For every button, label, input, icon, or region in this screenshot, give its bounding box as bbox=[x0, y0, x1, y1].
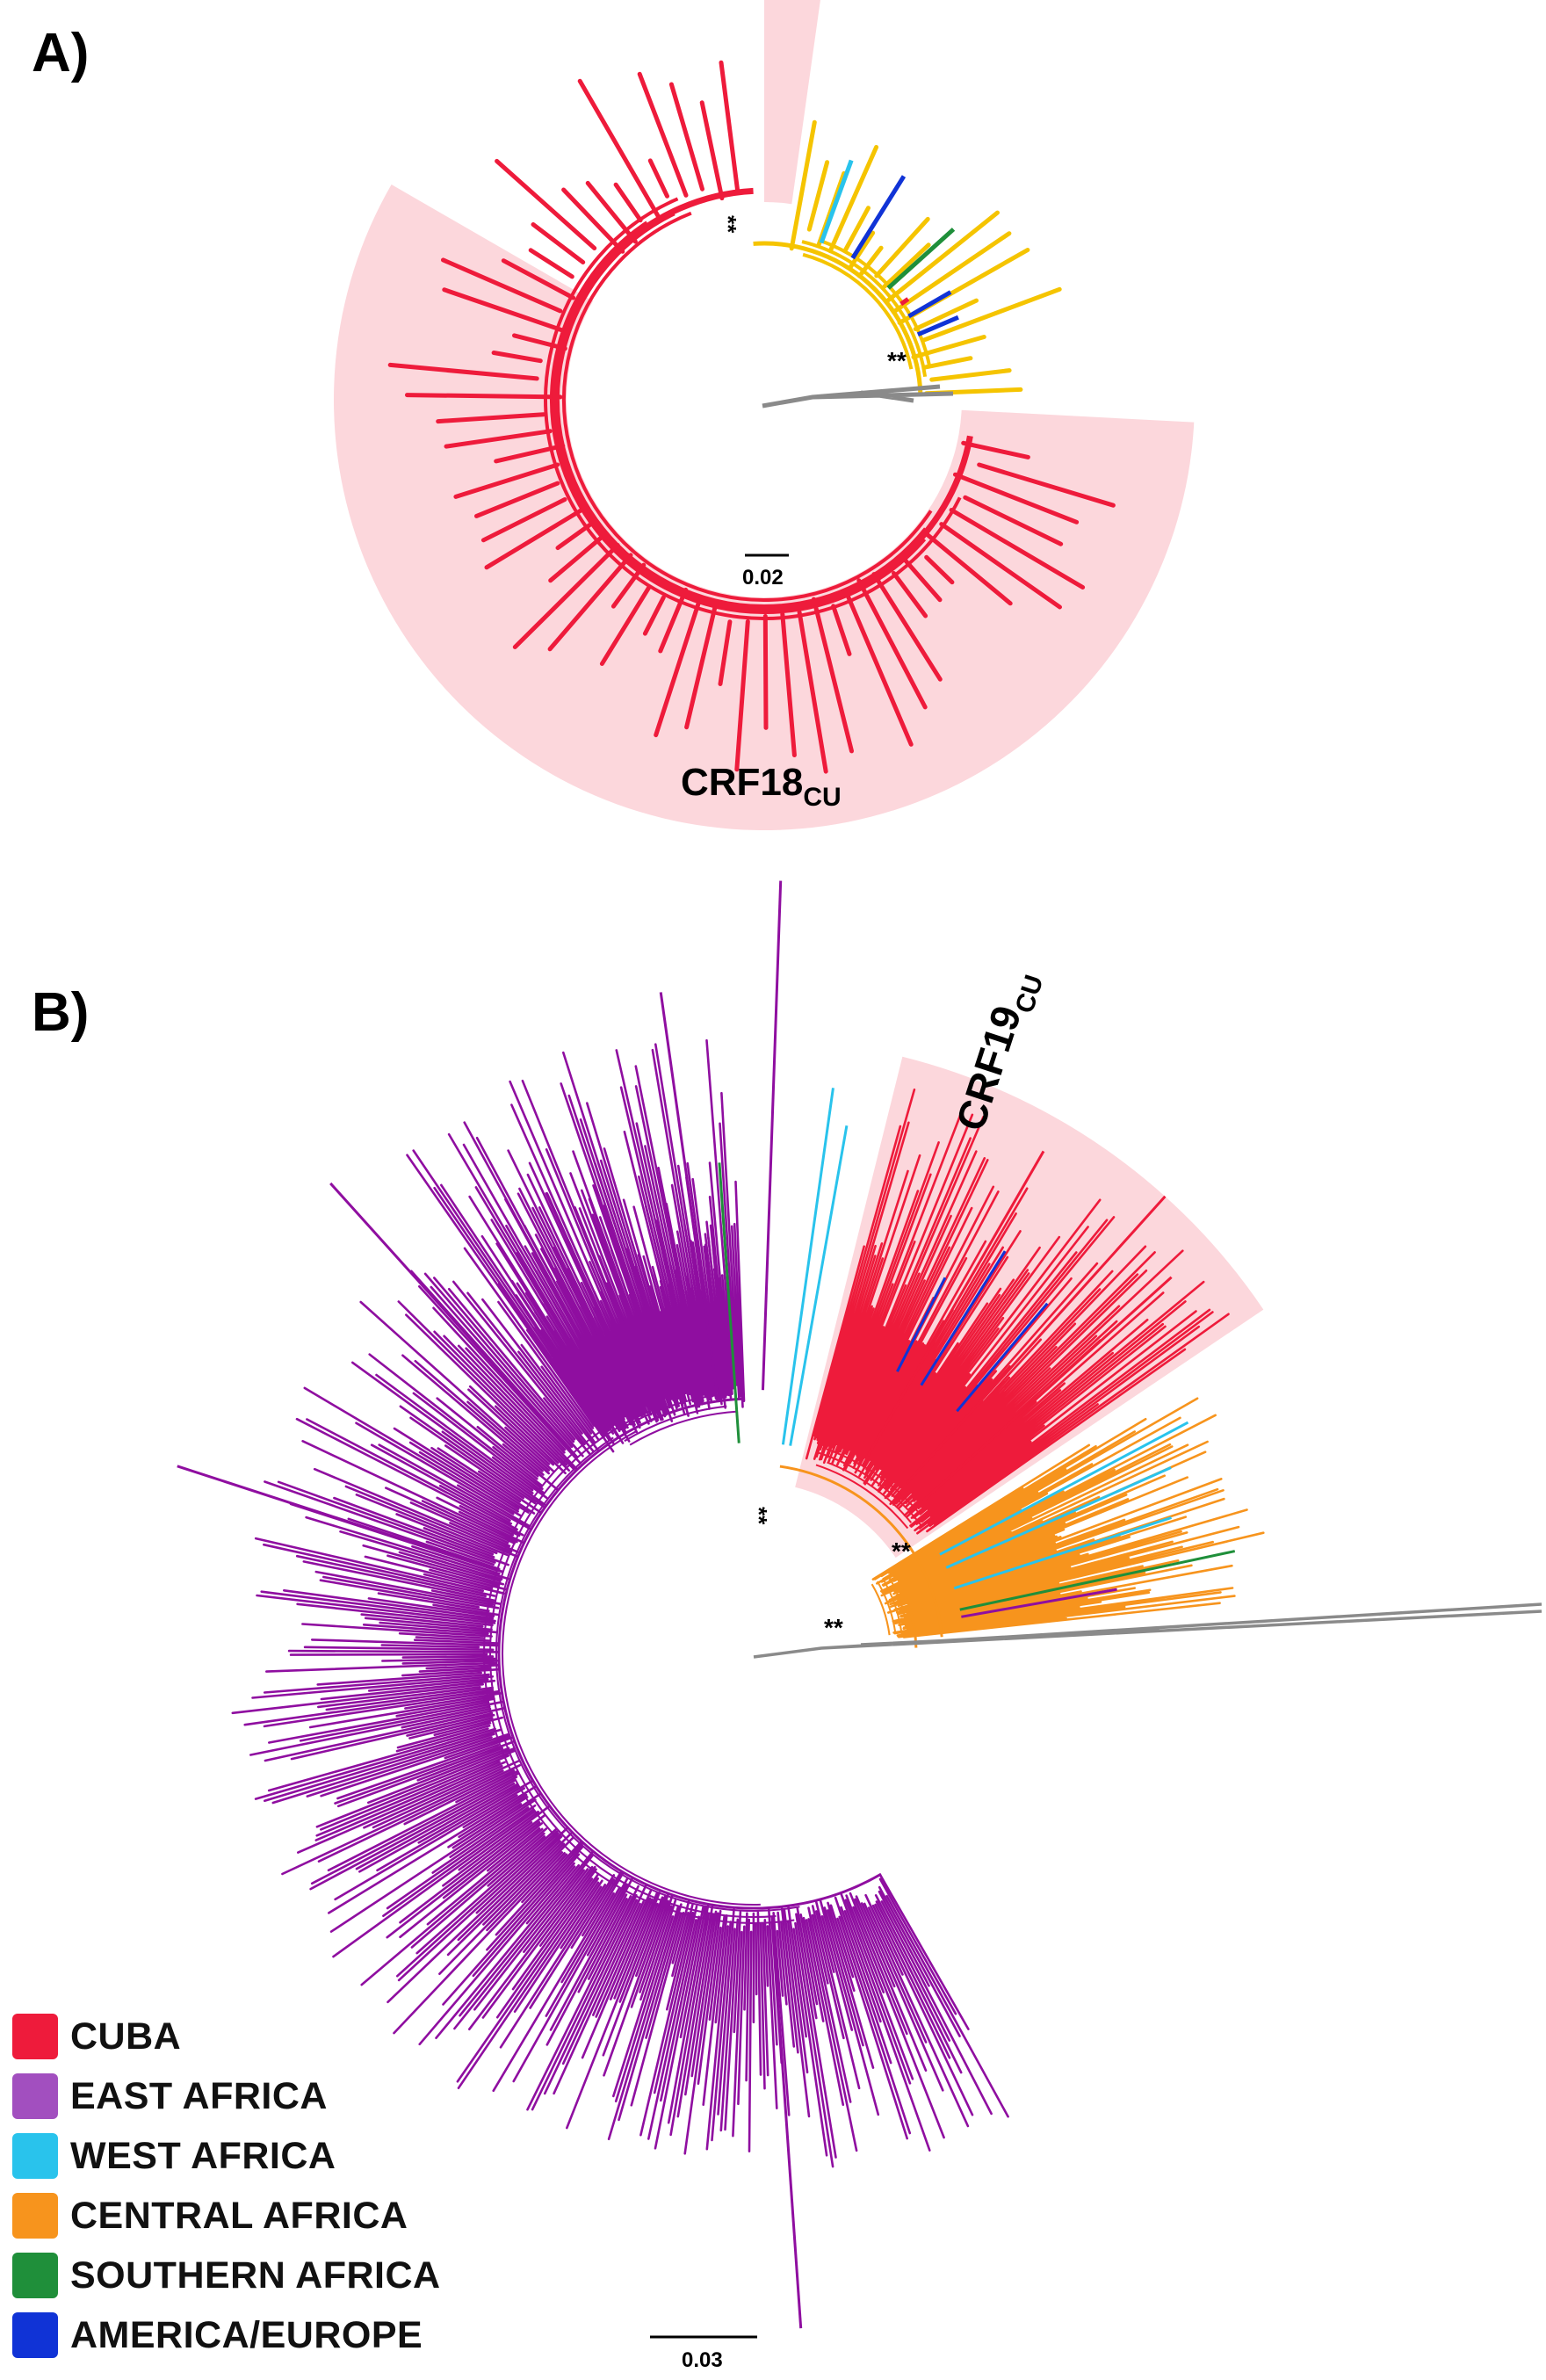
america-europe-branch bbox=[920, 1250, 1007, 1386]
mixed-branch-b bbox=[789, 1125, 849, 1446]
legend-swatch bbox=[12, 2133, 58, 2179]
support-mark-b3: ** bbox=[824, 1614, 843, 1641]
legend-label: SOUTHERN AFRICA bbox=[70, 2253, 441, 2297]
panel-a-tree: 0.02 ** ** CRF18CU bbox=[334, 0, 1256, 830]
crf19-label-sub: CU bbox=[1010, 972, 1050, 1016]
east-africa-spike bbox=[770, 1916, 803, 2329]
outgroup-branch-a bbox=[762, 384, 954, 409]
east-africa-spike bbox=[329, 1182, 579, 1459]
support-mark-a2: ** bbox=[887, 347, 907, 374]
accent-branch-a bbox=[886, 228, 956, 290]
cuba-branches-b bbox=[805, 1089, 1230, 1535]
east-africa-spike bbox=[177, 1465, 504, 1573]
legend: CUBA EAST AFRICA WEST AFRICA CENTRAL AFR… bbox=[12, 2007, 441, 2365]
mixed-branch-b bbox=[781, 1088, 834, 1445]
cuba-branches-a-path bbox=[387, 60, 1116, 774]
cuba-backbone-a bbox=[552, 187, 973, 612]
legend-swatch bbox=[12, 2253, 58, 2298]
east-africa-branches-top-path bbox=[406, 1038, 746, 1453]
east-africa-branches bbox=[231, 1162, 1009, 2168]
legend-item-east-africa: EAST AFRICA bbox=[12, 2066, 441, 2126]
legend-label: CENTRAL AFRICA bbox=[70, 2194, 408, 2237]
mixed-branch-b bbox=[959, 1550, 1236, 1611]
legend-label: WEST AFRICA bbox=[70, 2134, 336, 2177]
outgroup-branch-b bbox=[753, 1602, 1542, 1659]
cuba-branches-a bbox=[387, 60, 1116, 774]
cuba-spike bbox=[866, 1150, 1045, 1457]
accent-branch-a bbox=[850, 175, 907, 260]
legend-item-west-africa: WEST AFRICA bbox=[12, 2126, 441, 2186]
scale-label-a: 0.02 bbox=[742, 566, 784, 590]
crf18-label: CRF18CU bbox=[681, 761, 842, 812]
support-mark-b1: ** bbox=[746, 1507, 772, 1525]
cuba-spike bbox=[922, 1276, 1173, 1502]
east-africa-branches-top bbox=[406, 1038, 746, 1453]
panel-a-label: A) bbox=[32, 23, 90, 83]
america-europe-branch bbox=[956, 1302, 1049, 1413]
legend-swatch bbox=[12, 2312, 58, 2358]
accent-branch-a bbox=[899, 297, 910, 307]
legend-item-america-europe: AMERICA/EUROPE bbox=[12, 2305, 441, 2365]
yellow-backbone-a bbox=[753, 241, 923, 394]
panel-b-label: B) bbox=[32, 982, 90, 1043]
central-africa-branches-nodes bbox=[871, 1575, 909, 1636]
east-africa-backbone bbox=[497, 1397, 882, 1910]
legend-item-southern-africa: SOUTHERN AFRICA bbox=[12, 2246, 441, 2305]
legend-label: EAST AFRICA bbox=[70, 2074, 328, 2117]
central-africa-backbone bbox=[779, 1465, 943, 1638]
east-africa-branches-top-nodes bbox=[617, 1393, 736, 1446]
east-africa-spike bbox=[761, 880, 783, 1391]
mixed-branch-b bbox=[718, 1162, 740, 1443]
east-africa-spike bbox=[659, 992, 719, 1393]
accent-branch-a bbox=[907, 290, 952, 319]
legend-label: AMERICA/EUROPE bbox=[70, 2313, 423, 2356]
legend-item-cuba: CUBA bbox=[12, 2007, 441, 2066]
cuba-branches-b-nodes bbox=[815, 1446, 923, 1530]
mixed-branch-b bbox=[945, 1466, 1172, 1569]
legend-swatch bbox=[12, 2073, 58, 2119]
crf18-label-sub: CU bbox=[803, 783, 841, 812]
america-europe-branch bbox=[896, 1277, 947, 1372]
mixed-branch-b bbox=[939, 1421, 1189, 1556]
legend-swatch bbox=[12, 2014, 58, 2059]
support-mark-b2: ** bbox=[892, 1537, 911, 1565]
legend-label: CUBA bbox=[70, 2015, 182, 2058]
central-africa-branches bbox=[871, 1397, 1265, 1639]
scale-label-b: 0.03 bbox=[682, 2348, 723, 2372]
support-mark-a1: ** bbox=[715, 215, 741, 234]
mixed-branch-b bbox=[961, 1588, 1117, 1618]
legend-item-central-africa: CENTRAL AFRICA bbox=[12, 2186, 441, 2246]
east-africa-branches-nodes bbox=[483, 1399, 800, 1925]
crf18-gap bbox=[782, 0, 1256, 426]
cuba-spike bbox=[905, 1195, 1167, 1485]
mixed-branch-b bbox=[953, 1516, 1172, 1590]
central-africa-branches-path bbox=[871, 1397, 1265, 1639]
accent-branch-a bbox=[916, 315, 959, 337]
legend-swatch bbox=[12, 2193, 58, 2239]
cuba-branches-b-path bbox=[805, 1089, 1230, 1535]
accent-branch-a bbox=[819, 159, 854, 244]
